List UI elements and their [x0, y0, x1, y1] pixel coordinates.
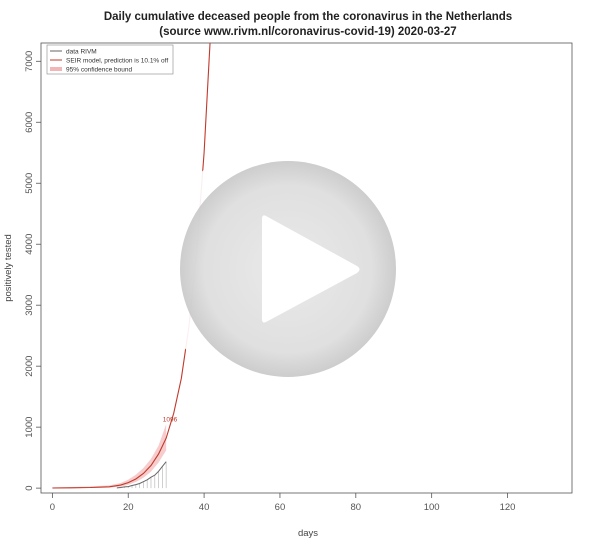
- y-tick-label: 0: [24, 485, 35, 490]
- x-tick-label: 0: [50, 502, 55, 513]
- data-annotation: 1096: [163, 416, 178, 423]
- y-axis-label: positively tested: [3, 234, 14, 302]
- data-line: [116, 461, 167, 489]
- y-tick-label: 2000: [24, 356, 35, 377]
- legend-entry-band: 95% confidence bound: [66, 67, 133, 74]
- y-tick-label: 6000: [24, 112, 35, 133]
- legend-box: [46, 44, 174, 75]
- x-tick-label: 100: [424, 502, 440, 513]
- legend-entry-model: SEIR model, prediction is 10.1% off: [66, 58, 168, 65]
- x-tick-label: 20: [123, 502, 134, 513]
- y-axis: 0 1000 2000 3000 4000 5000 6000 7000: [24, 51, 41, 491]
- x-tick-label: 60: [275, 502, 286, 513]
- legend: data RIVM SEIR model, prediction is 10.1…: [46, 44, 174, 75]
- y-tick-label: 3000: [24, 295, 35, 316]
- chart-title: Daily cumulative deceased people from th…: [104, 11, 512, 23]
- x-axis: 0 20 40 60 80 100 120: [50, 493, 516, 513]
- play-overlay[interactable]: [158, 139, 418, 399]
- plot-frame: [40, 42, 573, 494]
- y-tick-label: 7000: [24, 51, 35, 72]
- x-tick-label: 120: [500, 502, 516, 513]
- y-tick-label: 1000: [24, 417, 35, 438]
- legend-entry-data: data RIVM: [66, 49, 97, 56]
- y-tick-label: 4000: [24, 234, 35, 255]
- play-icon[interactable]: [262, 215, 360, 323]
- chart-subtitle: (source www.rivm.nl/coronavirus-covid-19…: [159, 26, 456, 38]
- x-axis-label: days: [298, 528, 318, 539]
- x-tick-label: 80: [351, 502, 362, 513]
- y-tick-label: 5000: [24, 173, 35, 194]
- x-tick-label: 40: [199, 502, 210, 513]
